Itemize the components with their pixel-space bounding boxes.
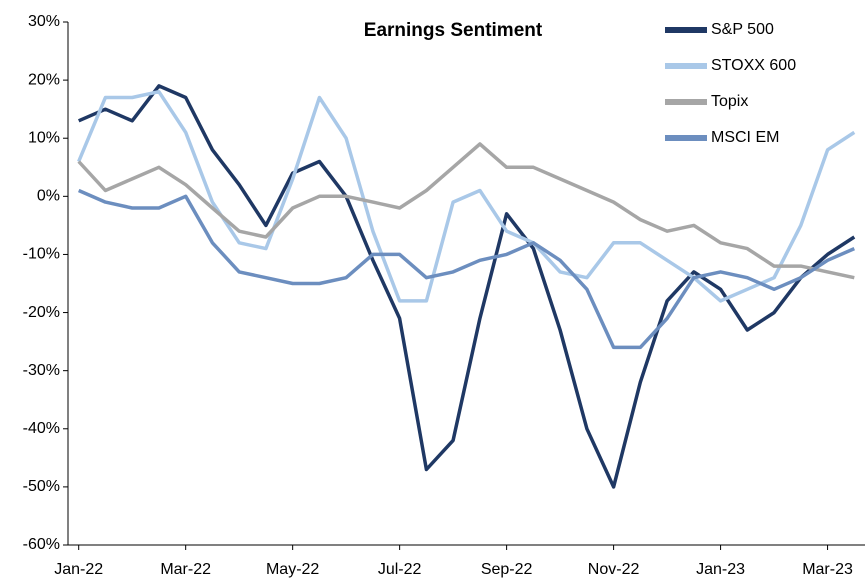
chart-title: Earnings Sentiment (364, 20, 543, 41)
y-tick-label: -30% (23, 362, 60, 379)
y-tick-label: 20% (28, 71, 60, 88)
series-line (77, 89, 856, 303)
x-tick-label: Jan-23 (696, 561, 745, 578)
y-tick-label: -10% (23, 246, 60, 263)
x-tick-label: Mar-22 (160, 561, 211, 578)
series-line (78, 188, 856, 350)
legend-label: MSCI EM (711, 129, 779, 146)
x-tick-label: May-22 (266, 561, 319, 578)
series-line (78, 84, 856, 489)
series-line (77, 142, 855, 280)
legend-label: S&P 500 (711, 21, 774, 38)
y-tick-label: -60% (23, 536, 60, 553)
legend-label: Topix (711, 93, 748, 110)
x-tick-label: Mar-23 (802, 561, 853, 578)
x-tick-label: Sep-22 (481, 561, 533, 578)
y-tick-label: 10% (28, 129, 60, 146)
x-tick-label: Nov-22 (588, 561, 640, 578)
y-tick-label: 30% (28, 13, 60, 30)
y-tick-label: -50% (23, 478, 60, 495)
legend-label: STOXX 600 (711, 57, 796, 74)
y-tick-label: -40% (23, 420, 60, 437)
x-tick-label: Jan-22 (54, 561, 103, 578)
y-tick-label: 0% (37, 188, 60, 205)
y-tick-label: -20% (23, 304, 60, 321)
x-tick-label: Jul-22 (378, 561, 422, 578)
